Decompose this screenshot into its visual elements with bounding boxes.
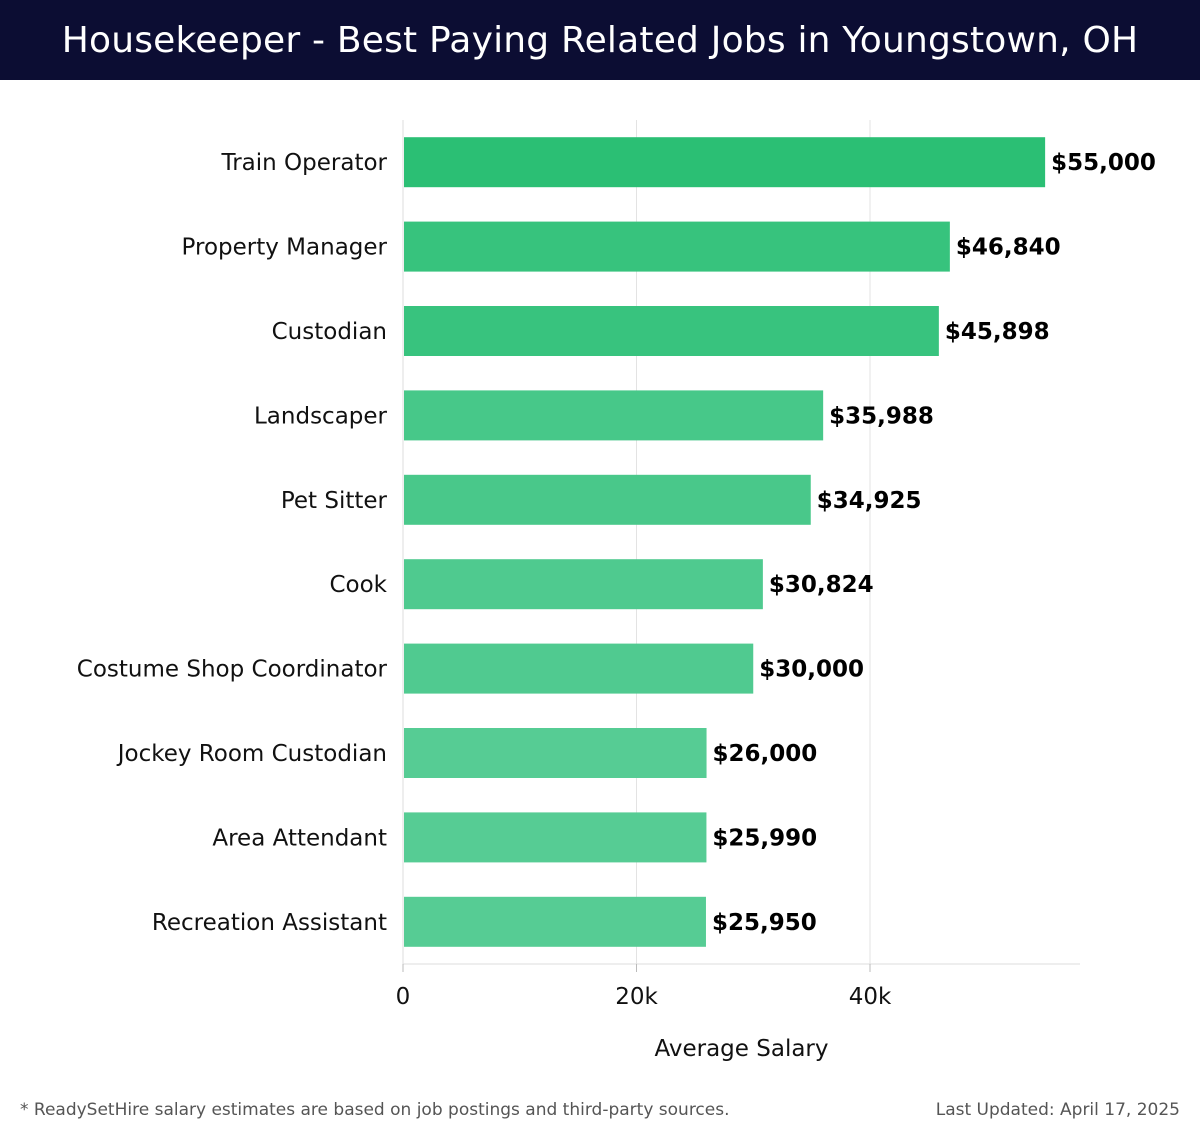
category-label: Pet Sitter xyxy=(281,488,388,514)
category-label: Property Manager xyxy=(182,235,388,261)
bar xyxy=(404,306,939,356)
bar xyxy=(404,474,811,525)
bar xyxy=(404,812,707,863)
x-tick-label: 40k xyxy=(849,984,892,1010)
footer-note: * ReadySetHire salary estimates are base… xyxy=(20,1100,730,1120)
x-axis-title: Average Salary xyxy=(654,1036,828,1062)
bar xyxy=(404,643,754,694)
category-label: Landscaper xyxy=(254,403,388,429)
bar xyxy=(404,137,1046,188)
value-label: $34,925 xyxy=(817,488,922,514)
chart-title: Housekeeper - Best Paying Related Jobs i… xyxy=(61,19,1139,61)
value-label: $30,000 xyxy=(759,657,864,683)
value-label: $45,898 xyxy=(945,319,1050,345)
value-label: $55,000 xyxy=(1051,150,1156,176)
value-label: $46,840 xyxy=(956,235,1061,261)
bar xyxy=(404,559,763,610)
value-label: $35,988 xyxy=(829,403,934,429)
bar xyxy=(404,896,706,947)
category-label: Area Attendant xyxy=(212,825,387,851)
value-label: $26,000 xyxy=(713,741,818,767)
footer-last-updated: Last Updated: April 17, 2025 xyxy=(935,1100,1180,1120)
category-label: Recreation Assistant xyxy=(152,910,387,936)
chart-header: Housekeeper - Best Paying Related Jobs i… xyxy=(0,0,1200,80)
x-tick-label: 0 xyxy=(396,984,411,1010)
value-label: $25,950 xyxy=(712,910,817,936)
x-tick-label: 20k xyxy=(615,984,658,1010)
category-label: Train Operator xyxy=(221,150,388,176)
value-label: $30,824 xyxy=(769,572,874,598)
category-label: Costume Shop Coordinator xyxy=(77,657,388,683)
value-label: $25,990 xyxy=(712,825,817,851)
category-label: Jockey Room Custodian xyxy=(116,741,387,767)
bar xyxy=(404,390,824,441)
bar xyxy=(404,728,707,778)
category-label: Cook xyxy=(329,572,387,598)
category-label: Custodian xyxy=(272,319,387,345)
bar xyxy=(404,221,950,272)
bar-chart: Train Operator $55,000 Property Manager $46… xyxy=(77,120,1156,1062)
